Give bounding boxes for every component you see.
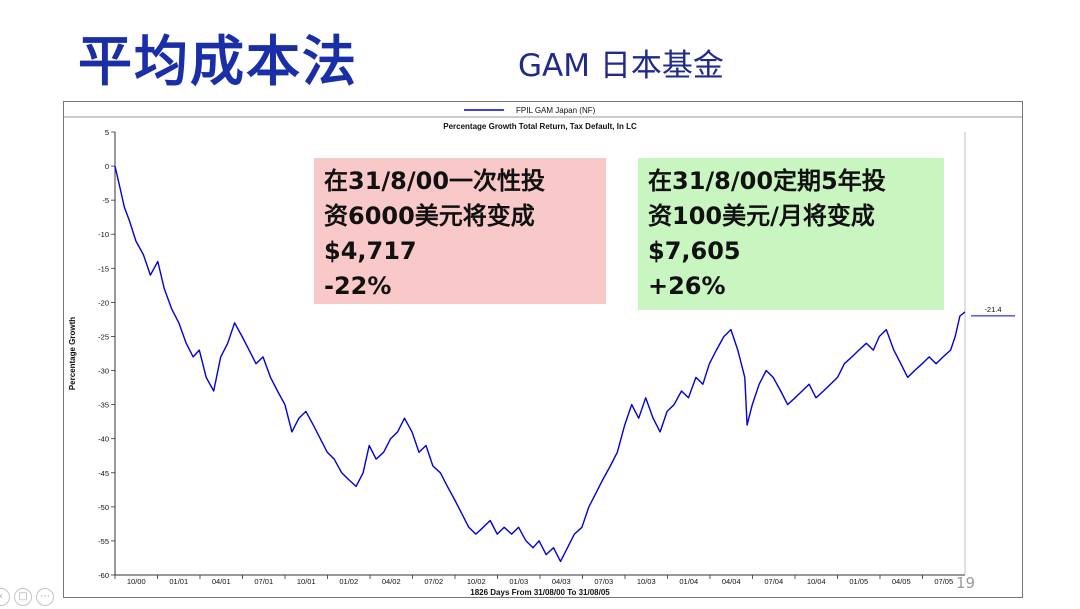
x-tick-label: 07/04 bbox=[764, 577, 783, 586]
navigation-menu-icon[interactable]: □ bbox=[14, 588, 32, 606]
slide-title: 平均成本法 bbox=[78, 30, 358, 93]
callout-lump-sum-change: -22% bbox=[324, 272, 392, 300]
x-tick-label: 10/03 bbox=[637, 577, 656, 586]
x-tick-label: 04/04 bbox=[722, 577, 741, 586]
y-tick-label: 0 bbox=[105, 162, 109, 171]
y-tick-label: -40 bbox=[98, 435, 109, 444]
x-tick-label: 01/04 bbox=[679, 577, 698, 586]
y-tick-label: 5 bbox=[105, 128, 109, 137]
callout-lump-sum-value: $4,717 bbox=[324, 237, 417, 265]
chart-title: Percentage Growth Total Return, Tax Defa… bbox=[443, 122, 637, 131]
y-tick-label: -50 bbox=[98, 503, 109, 512]
previous-slide-icon[interactable]: ‹ bbox=[0, 588, 10, 606]
callout-lump-sum-line1: 在31/8/00一次性投 bbox=[324, 167, 546, 195]
x-tick-label: 07/02 bbox=[424, 577, 443, 586]
x-axis-label: 1826 Days From 31/08/00 To 31/08/05 bbox=[470, 588, 610, 597]
y-tick-label: -35 bbox=[98, 401, 109, 410]
x-tick-label: 01/02 bbox=[339, 577, 358, 586]
y-tick-label: -30 bbox=[98, 367, 109, 376]
y-tick-label: -15 bbox=[98, 264, 109, 273]
x-tick-label: 07/03 bbox=[594, 577, 613, 586]
x-tick-label: 10/04 bbox=[807, 577, 826, 586]
y-tick-label: -55 bbox=[98, 537, 109, 546]
slide-subtitle: GAM 日本基金 bbox=[518, 48, 724, 84]
x-tick-label: 01/03 bbox=[509, 577, 528, 586]
x-tick-label: 04/02 bbox=[382, 577, 401, 586]
y-tick-label: -20 bbox=[98, 298, 109, 307]
more-options-icon[interactable]: ⋯ bbox=[36, 588, 54, 606]
x-tick-label: 07/05 bbox=[934, 577, 953, 586]
callout-regular-line1: 在31/8/00定期5年投 bbox=[648, 167, 886, 195]
callout-regular-line2: 资100美元/月将变成 bbox=[648, 202, 875, 230]
y-tick-label: -45 bbox=[98, 469, 109, 478]
callout-regular-value: $7,605 bbox=[648, 237, 741, 265]
chart: FPIL GAM Japan (NF) Percentage Growth Tot… bbox=[64, 106, 1022, 597]
callout-regular: 在31/8/00定期5年投 资100美元/月将变成 $7,605 +26% bbox=[638, 158, 944, 310]
x-tick-label: 10/00 bbox=[127, 577, 146, 586]
y-tick-label: -25 bbox=[98, 332, 109, 341]
x-tick-label: 04/05 bbox=[892, 577, 911, 586]
y-axis-label: Percentage Growth bbox=[68, 317, 77, 390]
callout-lump-sum-line2: 资6000美元将变成 bbox=[324, 202, 535, 230]
y-tick-label: -60 bbox=[98, 571, 109, 580]
x-tick-label: 01/05 bbox=[849, 577, 868, 586]
callout-lump-sum: 在31/8/00一次性投 资6000美元将变成 $4,717 -22% bbox=[314, 158, 606, 304]
y-tick-label: -10 bbox=[98, 230, 109, 239]
page-number: 19 bbox=[956, 574, 976, 592]
x-tick-label: 04/03 bbox=[552, 577, 571, 586]
end-value-label: -21.4 bbox=[984, 305, 1001, 314]
series-line-fpil-gam-japan bbox=[114, 165, 966, 563]
legend-label: FPIL GAM Japan (NF) bbox=[516, 106, 596, 115]
y-tick-label: -5 bbox=[102, 196, 109, 205]
x-tick-label: 07/01 bbox=[254, 577, 273, 586]
x-tick-label: 10/02 bbox=[467, 577, 486, 586]
callout-regular-change: +26% bbox=[648, 272, 726, 300]
x-tick-label: 10/01 bbox=[297, 577, 316, 586]
x-tick-label: 01/01 bbox=[169, 577, 188, 586]
x-tick-label: 04/01 bbox=[212, 577, 231, 586]
